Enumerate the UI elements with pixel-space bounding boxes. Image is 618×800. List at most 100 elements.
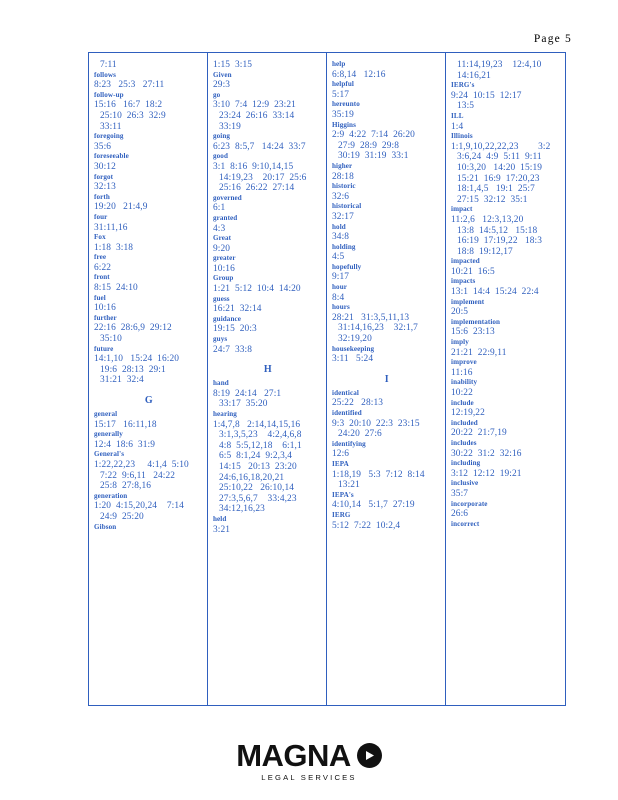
index-reference-line: 10:21 16:5 (451, 266, 495, 277)
index-reference-line: 1:18 3:18 (94, 242, 134, 253)
index-headword: include (451, 398, 474, 407)
index-headword: impact (451, 205, 473, 214)
index-letter-heading: I (384, 373, 390, 385)
index-reference-line: 19:15 20:3 (213, 324, 257, 335)
index-reference-line: 12:19,22 (451, 408, 485, 419)
index-headword: Given (213, 70, 232, 79)
index-headword: imply (451, 338, 469, 347)
index-headword: hereunto (332, 100, 360, 109)
index-reference-line: 4:5 (332, 252, 345, 263)
logo-wordmark: MAGNA (236, 738, 351, 773)
index-headword: Great (213, 234, 232, 243)
index-reference-line: 16:21 32:14 (213, 304, 262, 315)
column-1: 7:11 follows 8:23 25:3 27:11 follow-up 15:16… (89, 53, 208, 705)
index-reference-line: 15:16 16:7 18:2 (94, 100, 163, 111)
index-headword: guess (213, 294, 230, 303)
index-reference-line: 15:21 16:9 17:20,23 (457, 173, 540, 184)
index-reference-line: 27:3,5,6,7 33:4,23 (219, 493, 297, 504)
index-headword: implementation (451, 317, 501, 326)
index-reference-line: 10:3,20 14:20 15:19 (457, 162, 543, 173)
index-headword: IEPA (332, 459, 349, 468)
index-headword: historic (332, 182, 356, 191)
page-number-header: Page 5 (533, 33, 572, 45)
index-reference-line: 25:10 26:3 32:9 (100, 110, 166, 121)
index-headword: ILL (451, 111, 464, 120)
index-reference-line: 25:22 28:13 (332, 398, 384, 409)
index-reference-line: 8:15 24:10 (94, 283, 138, 294)
index-reference-line: 7:22 9:6,11 24:22 (100, 470, 176, 481)
index-headword: held (213, 514, 227, 523)
index-headword: go (213, 90, 221, 99)
index-reference-line: 31:11,16 (94, 222, 128, 233)
index-headword: implement (451, 297, 485, 306)
index-headword: Fox (94, 233, 106, 242)
index-reference-line: 24:9 25:20 (100, 511, 144, 522)
index-reference-line: 13:21 (338, 480, 360, 491)
index-reference-line: 30:12 (94, 161, 116, 172)
column-2: 1:15 3:15 Given 29:3 go 3:10 7:4 12:9 23:21 2… (208, 53, 327, 705)
index-reference-line: 32:6 (332, 191, 350, 202)
index-reference-line: 4:10,14 5:1,7 27:19 (332, 500, 415, 511)
index-reference-line: 16:19 17:19,22 18:3 (457, 236, 543, 247)
index-reference-line: 11:14,19,23 12:4,10 (457, 60, 542, 70)
index-reference-line: 35:7 (451, 488, 469, 499)
index-headword: forth (94, 192, 110, 201)
index-reference-line: 11:16 (451, 367, 473, 378)
index-headword: hours (332, 303, 350, 312)
index-headword: IERG's (451, 81, 475, 90)
index-reference-line: 13:5 (457, 101, 475, 112)
index-reference-line: 14:15 20:13 23:20 (219, 461, 297, 472)
index-reference-line: 18:1,4,5 19:1 25:7 (457, 184, 535, 195)
index-reference-line: 24:6,16,18,20,21 (219, 472, 285, 483)
index-headword: incorporate (451, 499, 488, 508)
index-headword: future (94, 344, 114, 353)
index-reference-line: 3:12 12:12 19:21 (451, 468, 522, 479)
index-reference-line: 6:5 8:1,24 9:2,3,4 (219, 451, 293, 462)
index-reference-line: 1:15 3:15 (213, 60, 253, 70)
index-headword: help (332, 60, 346, 68)
index-headword: hand (213, 379, 229, 388)
index-reference-line: 18:8 19:12,17 (457, 246, 513, 257)
index-reference-line: 13:8 14:5,12 15:18 (457, 225, 538, 236)
index-headword: impacted (451, 257, 480, 266)
index-reference-line: 15:6 23:13 (451, 327, 495, 338)
index-reference-line: 15:17 16:11,18 (94, 419, 157, 430)
index-headword: identifying (332, 439, 366, 448)
column-3: help 6:8,14 12:16 helpful 5:17 hereunto 35:19… (327, 53, 446, 705)
index-headword: follows (94, 70, 116, 79)
index-headword: front (94, 273, 110, 282)
index-reference-line: 10:16 (213, 263, 235, 274)
index-reference-line: 35:6 (94, 141, 112, 152)
index-reference-line: 5:12 7:22 10:2,4 (332, 520, 401, 531)
index-headword: IEPA's (332, 490, 354, 499)
index-headword: guys (213, 335, 228, 344)
index-reference-line: 33:11 (100, 121, 122, 132)
logo-subtitle: LEGAL SERVICES (261, 773, 357, 782)
index-reference-line: 28:18 (332, 171, 354, 182)
index-reference-line: 33:17 35:20 (219, 399, 268, 410)
index-reference-line: 9:17 (332, 272, 350, 283)
index-reference-line: 32:17 (332, 211, 354, 222)
index-reference-line: 32:19,20 (338, 334, 372, 345)
index-reference-line: 32:13 (94, 182, 116, 193)
index-headword: Illinois (451, 132, 473, 141)
index-reference-line: 31:14,16,23 32:1,7 (338, 323, 418, 334)
index-reference-line: 14:1,10 15:24 16:20 (94, 354, 180, 365)
index-headword: fuel (94, 293, 106, 302)
index-reference-line: 29:3 (213, 80, 231, 91)
index-reference-line: 1:18,19 5:3 7:12 8:14 (332, 469, 425, 480)
index-headword: greater (213, 254, 236, 263)
index-headword: historical (332, 202, 362, 211)
index-headword: hour (332, 283, 347, 292)
index-headword: Group (213, 274, 234, 283)
index-reference-line: 1:1,9,10,22,22,23 3:2 (451, 141, 551, 152)
index-headword: identified (332, 409, 362, 417)
index-reference-line: 35:10 (100, 334, 122, 345)
index-reference-line: 33:19 (219, 121, 241, 132)
index-headword: foregoing (94, 132, 124, 141)
index-reference-line: 4:8 5:5,12,18 6:1,1 (219, 440, 302, 451)
index-headword: included (451, 418, 478, 427)
index-reference-line: 1:4,7,8 2:14,14,15,16 (213, 419, 301, 430)
index-headword: further (94, 313, 117, 322)
index-reference-line: 10:22 (451, 388, 473, 398)
